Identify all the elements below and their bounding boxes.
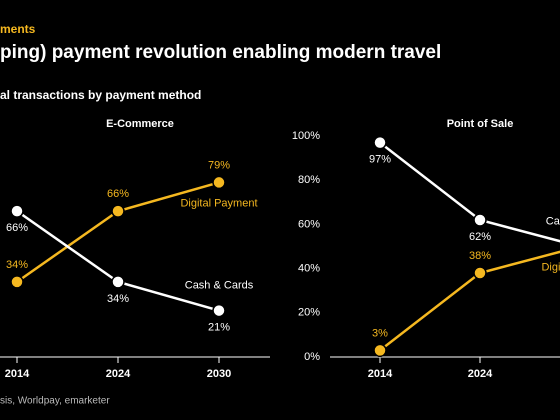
value-label: 79% <box>208 159 230 171</box>
x-tick-label: 2030 <box>207 368 231 380</box>
x-tick-label: 2014 <box>368 368 393 380</box>
y-tick-label: 20% <box>298 307 320 319</box>
y-tick-label: 60% <box>298 218 320 230</box>
value-label: 66% <box>6 222 28 234</box>
y-tick-label: 0% <box>304 351 320 363</box>
value-label: 34% <box>107 293 129 305</box>
value-label: 97% <box>369 154 391 166</box>
source: sis, Worldpay, emarketer <box>0 396 110 407</box>
x-tick-label: 2014 <box>5 368 30 380</box>
value-label: 38% <box>469 250 491 262</box>
value-label: 66% <box>107 188 129 200</box>
legend-label: Digital Payment <box>180 197 257 209</box>
marker <box>10 204 24 218</box>
panel-title: E-Commerce <box>106 118 174 130</box>
subtitle: al transactions by payment method <box>0 88 201 102</box>
legend-label: Cash & Cards <box>185 279 254 291</box>
y-tick-label: 40% <box>298 263 320 275</box>
y-tick-label: 100% <box>292 130 320 142</box>
marker <box>10 275 24 289</box>
legend-label: Digital Payment <box>541 261 560 273</box>
marker <box>212 303 226 318</box>
marker <box>111 275 125 289</box>
title: ping) payment revolution enabling modern… <box>0 42 441 63</box>
marker <box>212 175 226 190</box>
marker <box>473 213 487 227</box>
marker <box>473 266 487 280</box>
value-label: 21% <box>208 321 230 333</box>
y-tick-label: 80% <box>298 174 320 186</box>
marker <box>111 204 125 218</box>
value-label: 3% <box>372 327 388 339</box>
x-tick-label: 2024 <box>106 368 131 380</box>
kicker: ments <box>0 22 36 36</box>
value-label: 34% <box>6 259 28 271</box>
panel-title: Point of Sale <box>447 118 514 130</box>
value-label: 62% <box>469 231 491 243</box>
legend-label: Cash & Cards <box>546 215 560 227</box>
marker <box>373 135 387 150</box>
x-tick-label: 2024 <box>468 368 493 380</box>
marker <box>373 343 387 358</box>
